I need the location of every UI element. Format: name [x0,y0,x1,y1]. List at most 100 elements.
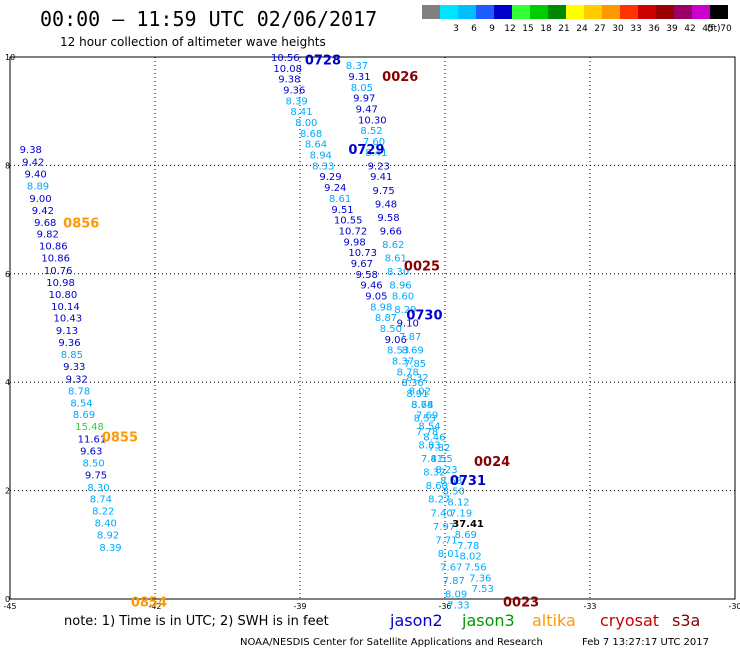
wave-height-point: 8.41 [365,148,387,159]
wave-height-point: 7.71 [435,535,457,546]
wave-height-point: 7.40 [431,508,453,519]
satellite-altika: altika [532,611,576,630]
footer-credit: NOAA/NESDIS Center for Satellite Applica… [240,637,543,648]
grid-lines [10,57,735,599]
wave-height-point: 8.05 [351,83,373,94]
legend-label: 9 [489,24,495,34]
wave-height-point: 9.41 [370,172,392,183]
y-tick-label: 0 [5,595,10,604]
footer-timestamp: Feb 7 13:27:17 UTC 2017 [582,637,709,648]
legend-swatch [566,5,584,19]
satellite-jason2: jason2 [389,611,443,630]
wave-height-point: 9.75 [373,186,395,197]
wave-height-point: 8.89 [27,181,49,192]
chart-title: 00:00 – 11:59 UTC 02/06/2017 [40,7,377,31]
wave-height-point: 9.51 [331,205,353,216]
legend-label: 36 [648,24,660,34]
legend-swatch [692,5,710,19]
wave-height-point: 9.66 [380,226,402,237]
wave-height-point: 8.22 [92,507,114,518]
wave-height-point: 9.67 [351,259,373,270]
wave-height-point: 8.02 [460,552,482,563]
wave-height-point: 15.48 [75,422,104,433]
wave-height-point: 7.78 [416,427,438,438]
wave-height-point: 9.38 [20,145,42,156]
wave-height-point: 8.85 [61,350,83,361]
wave-height-point: 10.43 [54,314,83,325]
wave-height-point: 9.33 [63,362,85,373]
legend-swatch [602,5,620,19]
wave-height-point: 7.87 [443,576,465,587]
wave-height-point: 9.36 [283,86,305,97]
wave-height-point: 8.53 [387,346,409,357]
wave-height-point: 8.50 [83,458,105,469]
wave-height-point: 10.72 [339,226,368,237]
wave-height-point: 7.19 [450,508,472,519]
pass-time-label: 0731 [450,474,486,489]
wave-height-point: 8.09 [445,590,467,601]
wave-height-point: 9.75 [85,470,107,481]
legend-swatch [710,5,728,19]
wave-height-point: 8.39 [99,543,121,554]
legend-swatch [440,5,458,19]
legend-label: 15 [522,24,533,34]
wave-height-point: 8.40 [95,519,117,530]
wave-height-point: 8.78 [397,367,419,378]
wave-height-point: 10.56 [271,53,300,64]
wave-height-point: 8.00 [295,118,317,129]
wave-height-point: 8.50 [380,324,402,335]
axis-ticks: -45 -42 -39 -36 -33 -30 0 2 4 6 8 10 [3,53,740,611]
satellite-jason3: jason3 [461,611,515,630]
wave-height-point: 9.32 [66,374,88,385]
satellite-s3a: s3a [672,611,700,630]
wave-height-point: 8.27 [428,495,450,506]
wave-height-point: 9.36 [58,338,80,349]
footer-note: note: 1) Time is in UTC; 2) SWH is in fe… [64,614,329,629]
wave-height-point: 8.69 [73,410,95,421]
legend-swatch [512,5,530,19]
wave-height-point: 9.24 [324,183,346,194]
wave-height-point: 8.55 [431,454,453,465]
wave-height-point: 8.30 [87,483,109,494]
wave-height-point: 7.97 [433,522,455,533]
x-tick-label: -33 [583,602,596,611]
wave-height-point: 7.33 [447,600,469,611]
y-tick-label: 2 [5,487,10,496]
wave-height-point: 7.41 [421,454,443,465]
legend-swatch [422,5,440,19]
wave-height-point: 8.74 [411,400,433,411]
wave-height-point: 8.68 [300,129,322,140]
wave-height-point: 7.85 [404,359,426,370]
wave-height-point: 8.39 [286,96,308,107]
legend-swatch [494,5,512,19]
legend-label: 21 [558,24,569,34]
legend-label: 18 [540,24,552,34]
pass-time-label: 0024 [474,455,510,470]
legend-label: 3 [453,24,459,34]
legend-swatch [476,5,494,19]
legend-label: 45 [702,24,713,34]
wave-height-point: 7.53 [472,584,494,595]
satellite-cryosat: cryosat [600,611,659,630]
wave-height-point: 9.46 [360,281,382,292]
pass-time-label: 0728 [305,54,341,69]
wave-height-point: 9.31 [348,72,370,83]
wave-height-point: 9.58 [377,213,399,224]
wave-height-point: 8.32 [406,373,428,384]
wave-height-point: 8.02 [409,386,431,397]
wave-height-point: 8.23 [435,465,457,476]
pass-time-label: 0854 [131,596,167,611]
satellite-legend: jason2 jason3 altika cryosat s3a [389,611,700,630]
wave-height-point: 8.01 [438,549,460,560]
legend-label: 12 [504,24,515,34]
wave-height-point: 9.29 [319,172,341,183]
legend-label: 24 [576,24,588,34]
wave-height-point: 8.98 [370,302,392,313]
wave-height-point: 8.68 [411,400,433,411]
x-tick-label: -45 [3,602,16,611]
plot-frame [9,56,736,600]
wave-height-point: 7.78 [457,541,479,552]
y-tick-label: 10 [5,53,15,62]
legend-swatch [548,5,566,19]
legend-swatch [674,5,692,19]
